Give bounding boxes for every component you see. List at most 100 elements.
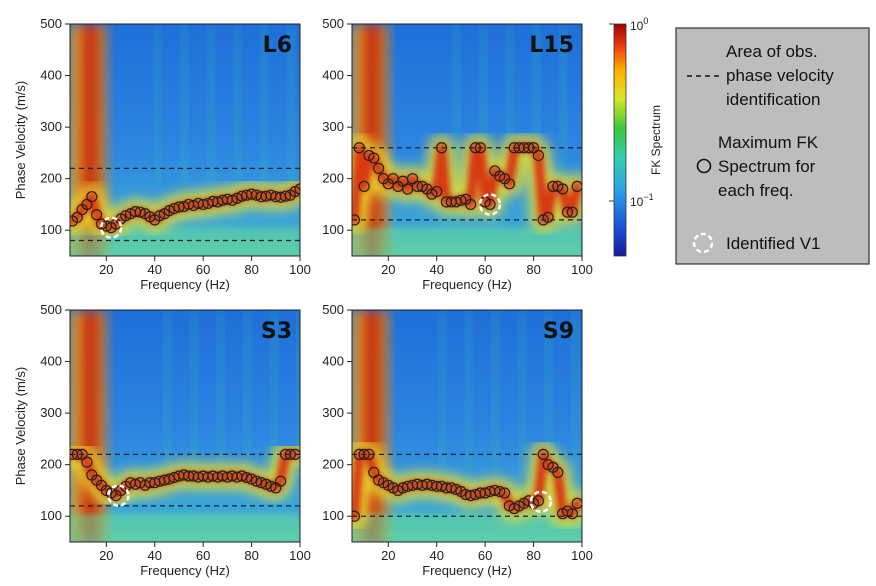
legend-item1-line1: Area of obs. [726, 42, 818, 61]
max-fk-point [435, 142, 448, 154]
heatmap-streak [208, 24, 214, 187]
panel-s9: 20 40 60 80 100 100 200 300 400 500 Frequency (Hz)… [322, 302, 593, 578]
legend-box [675, 27, 870, 265]
x-tick-label: 60 [196, 548, 210, 563]
x-axis-title: Frequency (Hz) [140, 277, 230, 292]
y-tick-label: 200 [322, 171, 344, 186]
panel-label: L6 [263, 33, 292, 58]
x-tick-label: 60 [478, 548, 492, 563]
max-fk-point [561, 206, 574, 218]
panel-s3: 20 40 60 80 100 100 200 300 400 500 Frequency (Hz)… [13, 302, 311, 578]
max-fk-point [265, 480, 277, 492]
heatmap-streak [217, 310, 224, 473]
heatmap-streak [480, 24, 487, 187]
dashed-circle-icon [692, 232, 714, 254]
y-tick-label: 500 [322, 16, 344, 31]
max-fk-point [134, 206, 146, 218]
heatmap-streak [270, 310, 277, 473]
max-fk-point [445, 482, 457, 494]
max-fk-points [70, 183, 300, 234]
heatmap [352, 24, 582, 256]
max-fk-points [352, 142, 582, 226]
max-fk-point [294, 183, 300, 195]
identified-v1-marker [99, 216, 123, 239]
heatmap-streak [465, 310, 472, 473]
identified-v1-marker [478, 193, 502, 216]
max-fk-points [352, 448, 582, 522]
ridge-core [70, 184, 300, 233]
heatmap-streak [572, 310, 579, 473]
heatmap [70, 310, 300, 542]
panel-l6: 20 40 60 80 100 100 200 300 400 500 Frequency (Hz)… [13, 16, 311, 292]
legend: Area of obs. phase velocity identificati… [675, 27, 870, 265]
identified-v1-marker [529, 490, 553, 514]
max-fk-point [498, 487, 511, 499]
legend-item1-line3: identification [726, 90, 821, 109]
x-tick-label: 20 [381, 262, 395, 277]
max-fk-point [71, 448, 83, 460]
max-fk-point [431, 185, 443, 198]
panel-frame [351, 23, 583, 257]
max-fk-point [245, 473, 258, 485]
max-fk-point [474, 142, 486, 154]
max-fk-point [503, 178, 515, 190]
max-fk-point [86, 191, 98, 203]
y-tick-label: 300 [322, 119, 344, 134]
max-fk-point [260, 478, 272, 490]
max-fk-point [289, 448, 300, 460]
max-fk-point [571, 497, 582, 509]
max-fk-point [566, 508, 578, 520]
heatmap-streak [506, 24, 513, 187]
x-tick-label: 20 [381, 548, 395, 563]
max-fk-point [353, 142, 365, 154]
y-tick-label: 100 [322, 222, 344, 237]
max-fk-point [352, 510, 361, 522]
y-tick-label: 400 [322, 68, 344, 83]
y-tick-label: 100 [322, 508, 344, 523]
x-tick-label: 80 [526, 548, 540, 563]
max-fk-point [566, 206, 578, 218]
max-fk-point [241, 471, 253, 484]
x-tick-label: 40 [430, 262, 444, 277]
max-fk-point [465, 198, 477, 211]
max-fk-point [358, 180, 370, 192]
max-fk-point [352, 214, 361, 226]
max-fk-point [153, 210, 166, 222]
max-fk-point [358, 448, 370, 460]
x-tick-label: 60 [196, 262, 210, 277]
heatmap-streak [545, 310, 552, 473]
colorbar-scale [613, 23, 627, 257]
legend-item3: Identified V1 [726, 234, 821, 253]
heatmap-streak [533, 24, 540, 187]
max-fk-point [571, 180, 582, 192]
x-axis-title: Frequency (Hz) [140, 563, 230, 578]
max-fk-point [484, 198, 496, 211]
panel-l15: 20 40 60 80 100 100 200 300 400 500 Frequency (Hz)… [322, 16, 593, 292]
x-tick-label: 100 [571, 262, 593, 277]
x-tick-label: 80 [526, 262, 540, 277]
y-tick-label: 300 [40, 119, 62, 134]
x-tick-label: 40 [148, 548, 162, 563]
y-tick-label: 500 [322, 302, 344, 317]
heatmap [352, 310, 582, 542]
heatmap-streak [519, 310, 526, 473]
max-fk-point [163, 473, 175, 485]
y-tick-label: 500 [40, 16, 62, 31]
y-tick-label: 200 [40, 171, 62, 186]
y-tick-label: 300 [40, 405, 62, 420]
identified-v1-marker [107, 484, 130, 507]
legend-item2-line3: each freq. [718, 181, 794, 200]
x-tick-label: 20 [99, 548, 113, 563]
panel-label: L15 [529, 33, 574, 58]
max-fk-point [552, 466, 564, 478]
y-tick-label: 400 [40, 68, 62, 83]
max-fk-point [368, 152, 380, 164]
heatmap-streak [261, 24, 268, 187]
y-axis-title: Phase Velocity (m/s) [13, 81, 28, 200]
heatmap-streak [164, 310, 171, 473]
x-tick-label: 100 [289, 262, 311, 277]
legend-item2-line2: Spectrum for [718, 157, 816, 176]
colorbar-title: FK Spectrum [649, 105, 663, 175]
x-axis-title: Frequency (Hz) [422, 563, 512, 578]
